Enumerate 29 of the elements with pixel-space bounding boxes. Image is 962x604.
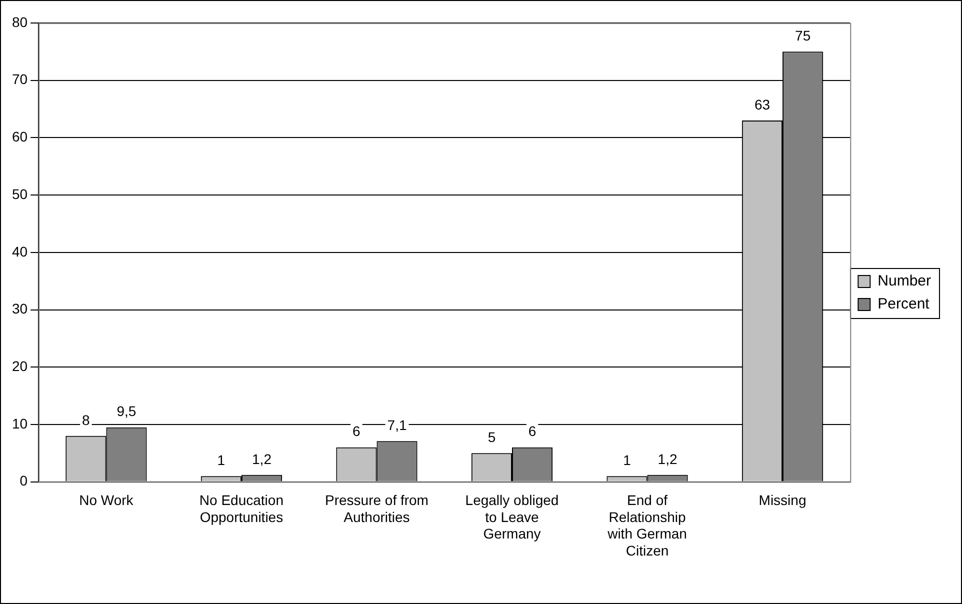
data-label: 63 [754,96,770,112]
data-label: 75 [795,28,811,44]
data-label: 5 [488,428,496,445]
y-tick-label: 50 [12,186,28,202]
x-tick-label: Legally obliged to Leave Germany [465,492,559,542]
data-label: 6 [528,423,536,440]
x-tick-label: End of Relationship with German Citizen [606,492,687,558]
y-tick-label: 80 [12,14,28,30]
data-label: 6 [352,423,361,440]
y-tick-label: 70 [12,71,28,88]
data-label: 1,2 [252,450,272,467]
x-tick-label: Missing [758,492,806,508]
data-label: 1 [623,452,632,468]
x-tick-label: No Work [79,492,134,508]
legend-label: Percent [878,296,930,313]
legend-label: Number [878,272,932,290]
y-tick-label: 30 [12,300,28,317]
y-tick-label: 60 [12,128,28,145]
y-tick-label: 0 [20,472,28,489]
x-tick-label: Pressure of from Authorities [324,492,428,525]
data-label: 1,2 [658,450,678,467]
data-label: 7,1 [387,416,407,433]
y-tick-label: 40 [12,243,28,260]
data-label: 9,5 [116,403,136,420]
data-label: 8 [82,412,90,428]
y-tick-label: 10 [12,415,28,432]
data-label: 1 [217,452,226,468]
x-tick-label: No Education Opportunities [199,492,284,525]
y-tick-label: 20 [12,358,28,374]
